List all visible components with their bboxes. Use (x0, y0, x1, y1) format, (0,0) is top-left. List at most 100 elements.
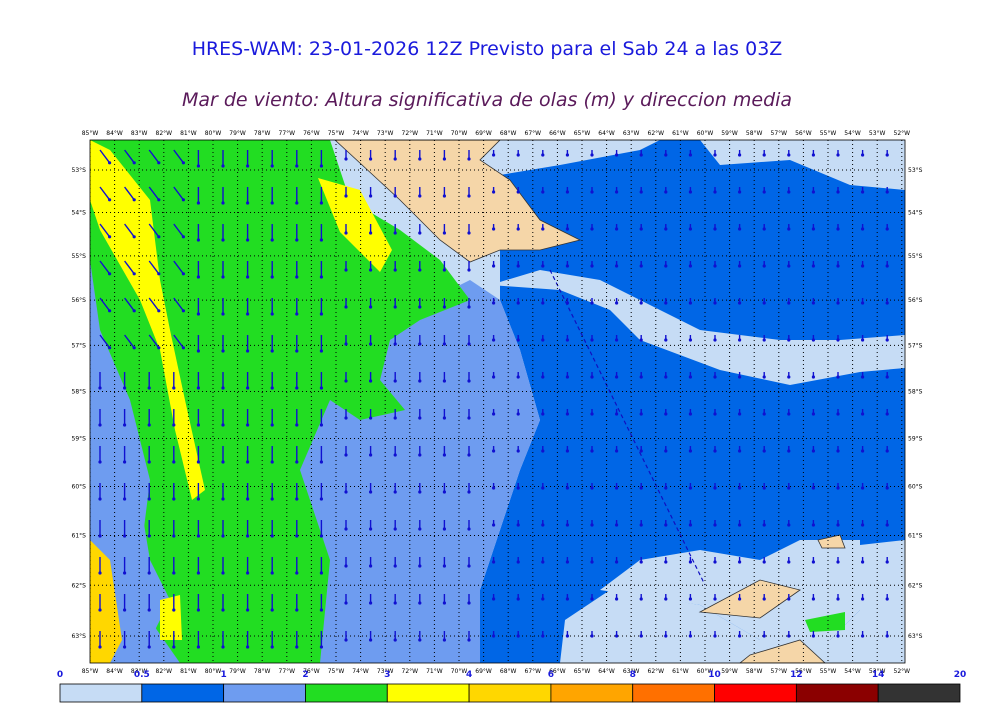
wave-arrow-head (861, 486, 865, 490)
wave-arrow-head (787, 301, 791, 305)
wave-arrow-head (172, 645, 176, 649)
wave-arrow-head (861, 153, 865, 157)
wave-arrow (148, 149, 160, 164)
wave-arrow-head (108, 272, 112, 276)
wave-arrow (124, 186, 135, 201)
wave-arrow-head (442, 453, 446, 457)
wave-arrow-head (295, 201, 299, 205)
wave-arrow-head (885, 449, 889, 453)
wave-arrow-head (147, 497, 151, 501)
lat-label: 56°S (72, 297, 87, 304)
wave-arrow-head (369, 601, 373, 605)
wave-arrow-head (787, 597, 791, 601)
colorbar-label: 3 (384, 670, 390, 680)
subtitle: Mar de viento: Altura significativa de o… (182, 89, 792, 111)
wave-arrow-head (787, 486, 791, 490)
wave-arrow-head (787, 190, 791, 194)
colorbar-label: 10 (708, 670, 721, 680)
wave-arrow-head (713, 338, 717, 342)
wave-arrow-head (738, 523, 742, 527)
wave-arrow-head (861, 560, 865, 564)
zone (805, 612, 845, 632)
wave-arrow-head (885, 560, 889, 564)
lon-label: 84°W (106, 130, 123, 137)
wave-arrow-head (467, 564, 471, 568)
wave-arrow-head (516, 338, 520, 342)
wave-arrow-head (319, 349, 323, 353)
wave-arrow-head (836, 227, 840, 231)
wave-arrow-head (393, 379, 397, 383)
lon-label: 77°W (279, 130, 296, 137)
wave-arrow-head (393, 231, 397, 235)
wave-arrows (98, 149, 889, 649)
wave-arrow-head (467, 453, 471, 457)
wave-arrow-head (98, 497, 102, 501)
wave-arrow-head (688, 634, 693, 638)
wave-arrow-head (132, 309, 136, 313)
wave-arrow-head (836, 264, 840, 268)
lon-label: 71°W (426, 130, 443, 137)
wave-arrow-head (246, 460, 250, 464)
wave-arrow (99, 223, 111, 238)
wave-arrow-head (132, 161, 136, 165)
wave-arrow-head (664, 449, 668, 453)
wave-arrow-head (516, 597, 520, 601)
wave-arrow-head (393, 601, 397, 605)
zone (90, 140, 205, 500)
zone (160, 595, 182, 640)
wave-arrow-head (344, 268, 348, 272)
colorbar-label: 8 (630, 670, 636, 680)
wave-arrow-head (541, 227, 545, 231)
wave-arrow-head (541, 412, 545, 416)
wave-arrow-head (295, 423, 299, 427)
wave-arrow-head (196, 460, 200, 464)
wave-arrow-head (492, 227, 496, 231)
wave-arrow-head (836, 560, 840, 564)
wave-arrow-head (172, 460, 176, 464)
wave-arrow-head (467, 305, 471, 309)
wave-arrow-head (713, 523, 717, 527)
wave-arrow-head (664, 153, 668, 157)
zone (480, 140, 905, 663)
wave-arrow-head (221, 349, 225, 353)
wave-arrow-head (836, 523, 840, 527)
wave-arrow-head (885, 375, 889, 379)
wave-arrow-head (861, 338, 865, 342)
wave-arrow-head (861, 264, 865, 268)
wave-arrow-head (98, 386, 102, 390)
wave-arrow-head (861, 523, 865, 527)
wave-arrow-head (442, 379, 446, 383)
lat-label: 63°S (72, 633, 87, 640)
colorbar-label: 20 (954, 670, 967, 680)
wave-arrow-head (615, 486, 619, 490)
wave-arrow-head (196, 534, 200, 538)
wave-arrow-head (418, 342, 422, 346)
wave-arrow-head (319, 386, 323, 390)
wave-arrow-head (147, 534, 151, 538)
wave-arrow-head (639, 597, 643, 601)
wave-arrow-head (590, 190, 594, 194)
wave-arrow-head (181, 309, 185, 313)
wave-arrow-head (344, 416, 348, 420)
wave-arrow-head (615, 153, 619, 157)
lat-label: 63°S (908, 633, 923, 640)
wave-arrow-head (541, 597, 545, 601)
lat-label: 60°S (72, 484, 87, 491)
wave-arrow-head (196, 164, 200, 168)
wave-arrow-head (157, 272, 161, 276)
wave-arrow-head (393, 268, 397, 272)
wave-arrow-head (762, 597, 766, 601)
lon-label: 53°W (869, 668, 886, 675)
wave-arrow-head (369, 194, 373, 198)
wave-arrow (124, 260, 135, 275)
lat-label: 53°S (908, 167, 923, 174)
wave-arrow-head (270, 423, 274, 427)
colorbar-segment (468, 683, 552, 703)
wave-arrow-head (270, 201, 274, 205)
wave-arrow-head (196, 423, 200, 427)
wave-arrow-head (565, 449, 570, 453)
wave-arrow-head (442, 490, 446, 494)
wave-arrow-head (738, 375, 742, 379)
wave-arrow-head (590, 634, 594, 638)
wave-arrow-head (442, 527, 446, 531)
